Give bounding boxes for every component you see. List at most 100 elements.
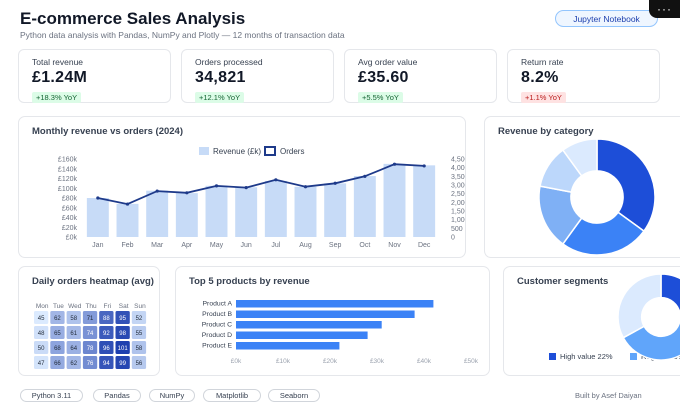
orders-point[interactable] [244, 186, 248, 190]
heatmap-cell[interactable] [82, 356, 98, 369]
heatmap-cell[interactable] [66, 356, 81, 369]
heatmap-day-label: Fri [104, 303, 112, 310]
orders-point[interactable] [422, 164, 426, 168]
legend-orders-label: Orders [280, 147, 304, 156]
kpi-label: Orders processed [195, 57, 263, 67]
orders-point[interactable] [155, 189, 159, 193]
heatmap-day-label: Sat [119, 303, 129, 310]
heatmap-cell-value: 62 [70, 361, 77, 367]
heatmap-cell[interactable] [131, 311, 147, 324]
heatmap-cell[interactable] [82, 326, 98, 339]
tag-seaborn: Seaborn [268, 389, 320, 402]
heatmap-cell[interactable] [34, 356, 49, 369]
orders-point[interactable] [185, 191, 189, 195]
heatmap-cell[interactable] [34, 311, 49, 324]
revenue-bar[interactable] [294, 186, 317, 237]
orders-point[interactable] [125, 202, 130, 206]
heatmap-cell[interactable] [99, 341, 114, 354]
heatmap-cell-value: 95 [119, 316, 126, 322]
y-tick-right: 2,000 [451, 200, 466, 207]
heatmap-cell[interactable] [131, 341, 147, 354]
category-chart-title: Revenue by category [498, 126, 594, 137]
heatmap-cell[interactable] [82, 311, 98, 324]
x-tick: Mar [151, 242, 164, 249]
kpi-delta-badge: +18.3% YoY [32, 92, 82, 103]
revenue-bar[interactable] [413, 165, 436, 237]
y-tick-right: 3,000 [451, 183, 466, 190]
kpi-delta-badge: +12.1% YoY [195, 92, 245, 103]
product-bar[interactable] [236, 300, 434, 308]
heatmap-cell[interactable] [115, 341, 130, 354]
revenue-bar[interactable] [264, 180, 287, 237]
heatmap-cell[interactable] [99, 356, 114, 369]
heatmap-cell-value: 94 [103, 361, 110, 367]
heatmap-cell-value: 58 [70, 316, 77, 322]
revenue-bar[interactable] [235, 187, 258, 237]
x-tick: £50k [464, 358, 479, 365]
legend-orders-swatch [264, 146, 276, 156]
orders-point[interactable] [274, 178, 278, 182]
orders-point[interactable] [333, 181, 337, 185]
category-slice[interactable] [561, 211, 645, 256]
orders-point[interactable] [392, 162, 397, 166]
heatmap-cell[interactable] [66, 341, 81, 354]
heatmap-cell[interactable] [99, 326, 114, 339]
heatmap-cell-value: 61 [70, 331, 77, 337]
orders-point[interactable] [214, 184, 219, 188]
segment-slice[interactable] [660, 273, 680, 315]
heatmap-cell[interactable] [115, 311, 130, 324]
product-bar[interactable] [236, 331, 368, 340]
product-bar[interactable] [236, 342, 340, 350]
revenue-bar[interactable] [324, 183, 347, 237]
kpi-label: Avg order value [358, 57, 418, 67]
revenue-bar[interactable] [205, 185, 228, 237]
heatmap-cell[interactable] [115, 326, 130, 339]
heatmap-cell-value: 50 [38, 346, 45, 352]
product-bar[interactable] [236, 321, 382, 329]
x-tick: Feb [121, 242, 133, 249]
heatmap-cell[interactable] [34, 326, 49, 339]
x-tick: Oct [359, 242, 370, 249]
heatmap-cell[interactable] [50, 341, 65, 354]
heatmap-cell-value: 74 [87, 331, 94, 337]
revenue-bar[interactable] [175, 193, 198, 237]
more-options-button[interactable]: ··· [649, 0, 680, 18]
heatmap-cell[interactable] [66, 326, 81, 339]
x-tick: Jan [92, 242, 103, 249]
category-slice[interactable] [561, 138, 598, 177]
tag-python: Python 3.11 [20, 389, 83, 402]
jupyter-notebook-badge[interactable]: Jupyter Notebook [555, 10, 658, 27]
revenue-bar[interactable] [353, 176, 376, 237]
heatmap-cell[interactable] [66, 311, 81, 324]
segment-slice[interactable] [617, 273, 662, 339]
heatmap-cell[interactable] [50, 311, 65, 324]
revenue-bar[interactable] [86, 198, 109, 237]
heatmap-cell-value: 96 [103, 346, 110, 352]
heatmap-card: Daily orders heatmap (avg) Mon Tue Wed Thu F… [18, 266, 160, 376]
heatmap-cell[interactable] [115, 356, 130, 369]
revenue-bar[interactable] [383, 163, 406, 237]
heatmap-cell[interactable] [34, 341, 49, 354]
heatmap-cell-value: 71 [87, 316, 94, 322]
orders-point[interactable] [96, 196, 100, 200]
tag-matplotlib: Matplotlib [203, 389, 261, 402]
page-subtitle: Python data analysis with Pandas, NumPy … [20, 30, 345, 40]
heatmap-cell[interactable] [82, 341, 98, 354]
revenue-bar[interactable] [146, 190, 169, 237]
legend-regular-swatch [630, 353, 637, 360]
heatmap-cell[interactable] [131, 326, 147, 339]
x-tick: £30k [370, 358, 385, 365]
heatmap-cell[interactable] [131, 356, 147, 369]
heatmap-cell[interactable] [50, 326, 65, 339]
revenue-bar[interactable] [116, 203, 139, 237]
heatmap-cell[interactable] [99, 311, 114, 324]
orders-point[interactable] [363, 174, 367, 178]
product-label: Product E [202, 343, 232, 350]
legend-high-value-label: High value 22% [560, 352, 613, 361]
heatmap-cell-value: 56 [136, 361, 143, 367]
heatmap-cell-value: 66 [54, 361, 61, 367]
category-slice[interactable] [596, 138, 656, 233]
orders-point[interactable] [303, 185, 308, 189]
product-bar[interactable] [236, 310, 415, 319]
heatmap-cell[interactable] [50, 356, 65, 369]
